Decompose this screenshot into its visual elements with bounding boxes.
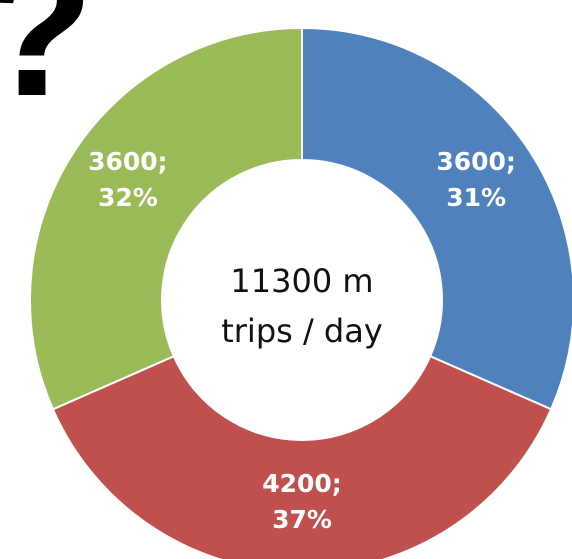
- donut-segment: [29, 26, 303, 411]
- data-label-line: 31%: [446, 183, 506, 212]
- center-label: 11300 m: [230, 262, 373, 300]
- annotation: ?: [0, 0, 94, 136]
- data-label-line: 3600;: [436, 147, 516, 176]
- data-label-line: 37%: [272, 505, 332, 534]
- data-label-line: 32%: [98, 183, 158, 212]
- data-label-line: 4200;: [262, 469, 342, 498]
- data-label: 3600; 32%: [88, 147, 168, 212]
- data-label: 3600; 31%: [436, 147, 516, 212]
- center-label: trips / day: [221, 312, 383, 350]
- data-label: 4200; 37%: [262, 469, 342, 534]
- donut-segment: [301, 26, 572, 411]
- donut-segment: [51, 354, 553, 559]
- donut-hole: [163, 161, 441, 439]
- data-label-line: 3600;: [88, 147, 168, 176]
